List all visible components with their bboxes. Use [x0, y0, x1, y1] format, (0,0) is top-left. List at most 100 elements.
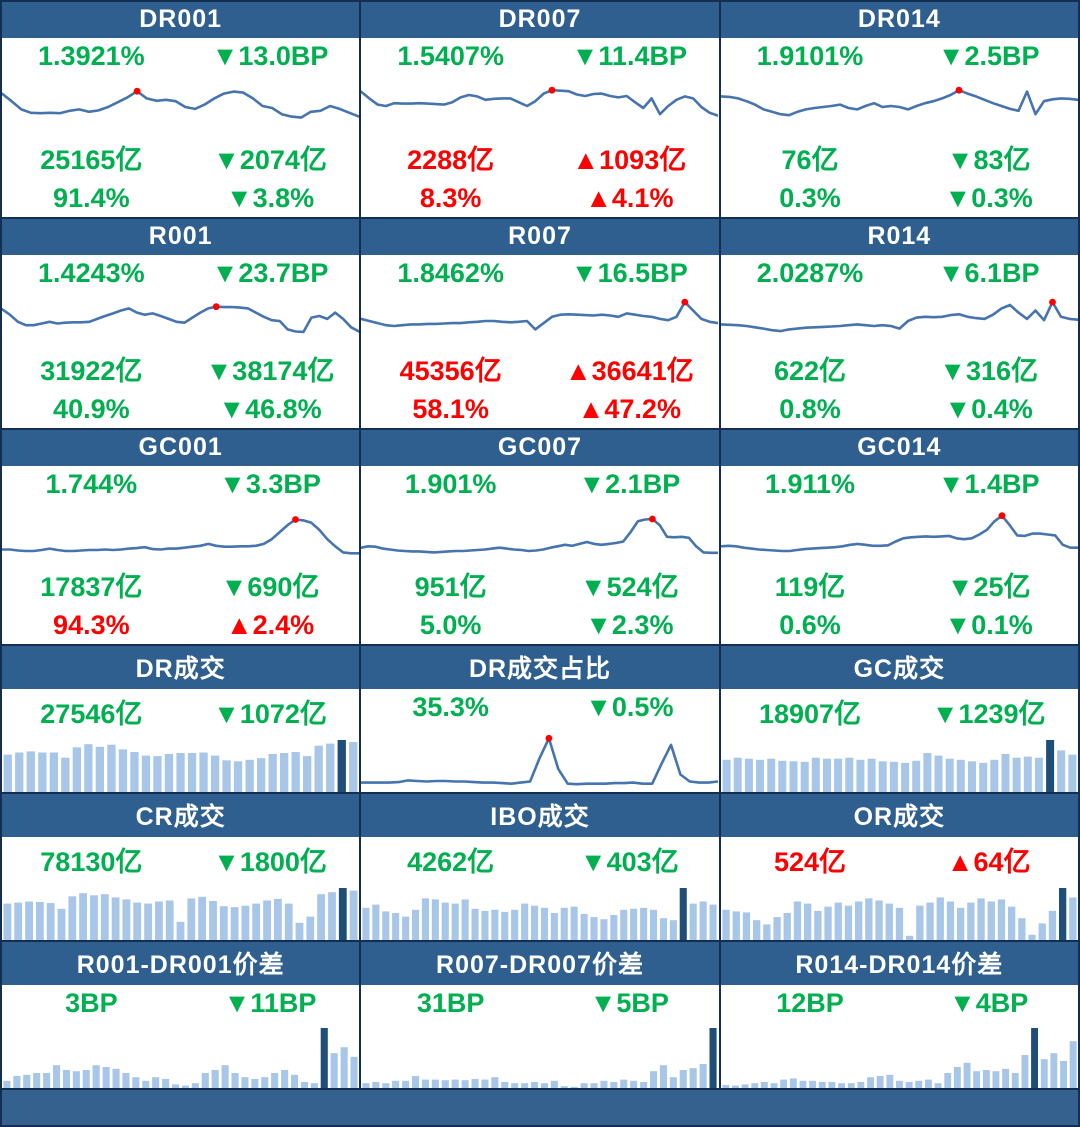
bar	[770, 1083, 778, 1088]
max-bar	[1045, 740, 1054, 792]
bar	[330, 1053, 338, 1088]
bar	[252, 903, 261, 940]
stat-change: ▼2.3%	[585, 610, 674, 640]
line-chart	[2, 75, 359, 135]
stat-value: 18907亿	[758, 699, 862, 729]
bar	[372, 1082, 380, 1088]
bar	[122, 1073, 130, 1088]
bar	[471, 1079, 479, 1088]
panel-title: DR成交	[2, 646, 360, 689]
bar	[722, 1085, 729, 1088]
bar	[284, 903, 293, 940]
bar	[350, 1056, 358, 1088]
max-point-dot	[1048, 298, 1056, 306]
footer-bar	[2, 1090, 1078, 1125]
bar	[750, 1083, 758, 1088]
bar	[38, 752, 47, 792]
bar	[82, 1070, 90, 1088]
bar	[650, 1071, 658, 1088]
bar	[62, 1070, 70, 1088]
line-chart	[361, 503, 719, 562]
panel-title: R001	[2, 219, 360, 255]
panel-GC001: GC001 1.744% ▼3.3BP 17837亿 ▼690亿 94.3% ▲2.4%	[2, 430, 360, 644]
stat-value: 45356亿	[399, 356, 502, 386]
bar	[155, 901, 163, 940]
bar	[752, 920, 760, 940]
bar	[732, 911, 740, 940]
bar	[172, 1084, 180, 1088]
sparkline-svg	[720, 298, 1078, 333]
bar	[412, 1076, 420, 1088]
bar-chart	[2, 734, 359, 792]
bar	[112, 1068, 120, 1088]
bar	[915, 905, 924, 940]
bar	[511, 1083, 519, 1088]
bar	[201, 1073, 209, 1088]
stat-value: 1.4243%	[38, 258, 145, 288]
bar	[800, 761, 809, 792]
bar	[481, 1079, 489, 1088]
panel-DR014: DR014 1.9101% ▼2.5BP 76亿 ▼83亿 0.3% ▼0.3%	[720, 2, 1078, 217]
bar	[209, 901, 217, 940]
bar	[895, 1080, 903, 1088]
stat-value: 622亿	[773, 356, 847, 386]
bar	[132, 1077, 140, 1088]
bar	[699, 901, 708, 940]
bar	[934, 1083, 942, 1088]
bar	[392, 1080, 400, 1088]
stat-change: ▼5BP	[589, 988, 669, 1018]
bar	[699, 1064, 708, 1088]
stat-row: 0.6% ▼0.1%	[721, 607, 1078, 644]
stat-value: 1.901%	[404, 469, 497, 499]
bar	[1012, 757, 1021, 792]
bar	[245, 759, 254, 792]
bar	[382, 1083, 390, 1088]
bar	[1040, 1059, 1048, 1088]
panel-GC-volume: GC成交 18907亿 ▼1239亿	[720, 646, 1078, 792]
bar	[95, 746, 104, 792]
stat-row: 1.8462% ▼16.5BP	[361, 255, 718, 292]
bar	[211, 1070, 219, 1088]
stat-row: 8.3% ▲4.1%	[361, 180, 718, 217]
bar	[1038, 923, 1046, 940]
stat-value: 0.8%	[779, 394, 841, 424]
stat-row: 119亿 ▼25亿	[721, 562, 1078, 607]
bar	[43, 1073, 51, 1088]
bar	[570, 906, 579, 940]
stat-row: 4262亿 ▼403亿	[361, 837, 718, 882]
bar	[198, 896, 206, 940]
panel-R001-DR001-spread: R001-DR001价差 3BP ▼11BP	[2, 942, 360, 1088]
bar	[281, 1070, 289, 1088]
bar	[640, 1082, 648, 1088]
bar	[923, 753, 932, 792]
stat-value: 94.3%	[53, 610, 130, 640]
bar	[834, 902, 842, 940]
bar	[521, 1083, 529, 1088]
stat-change: ▼1.4BP	[937, 469, 1040, 499]
bar	[989, 759, 998, 792]
bar	[49, 752, 58, 792]
stat-change: ▼11BP	[223, 988, 317, 1018]
bar	[392, 913, 400, 940]
stat-change: ▼3.3BP	[219, 469, 321, 499]
bar	[102, 1067, 110, 1088]
sparkline-svg	[2, 516, 359, 555]
bar	[451, 903, 460, 940]
bar	[610, 1082, 618, 1088]
bar	[630, 1080, 638, 1088]
bar	[551, 913, 559, 940]
stat-row: 45356亿 ▲36641亿	[361, 346, 718, 391]
bar	[328, 892, 336, 940]
bar	[92, 1065, 100, 1088]
bar	[501, 1082, 509, 1088]
stat-value: 2.0287%	[756, 258, 864, 288]
bar	[854, 901, 862, 940]
bar-chart	[2, 882, 359, 940]
bar	[33, 1073, 41, 1088]
bar	[844, 757, 853, 792]
panel-title: R001-DR001价差	[2, 942, 360, 985]
bar	[268, 754, 277, 792]
panel-DR001: DR001 1.3921% ▼13.0BP 25165亿 ▼2074亿 91.4% ▼3…	[2, 2, 360, 217]
bar	[997, 899, 1005, 940]
bar	[741, 1084, 749, 1088]
